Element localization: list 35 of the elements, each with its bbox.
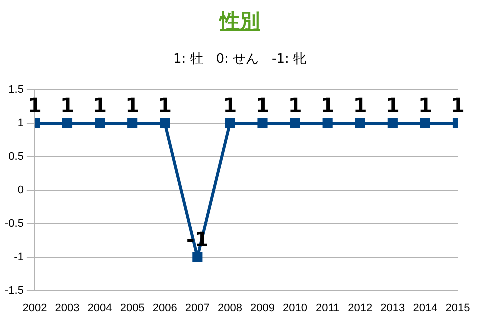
x-tick-label: 2010 xyxy=(283,302,308,314)
y-tick-label: 1.5 xyxy=(8,84,24,96)
y-tick-label: -1 xyxy=(14,251,24,264)
data-label: 1 xyxy=(60,94,74,118)
data-label: 1 xyxy=(126,94,140,118)
x-tick-label: 2014 xyxy=(413,302,438,314)
data-label: 1 xyxy=(386,94,400,118)
x-tick-label: 2011 xyxy=(316,302,340,314)
data-label: 1 xyxy=(93,94,107,118)
x-tick-label: 2006 xyxy=(152,302,178,314)
y-tick-label: 0 xyxy=(18,184,24,196)
data-label: 1 xyxy=(256,94,270,118)
y-tick-label: 1 xyxy=(18,118,24,130)
x-tick-label: 2009 xyxy=(250,302,275,314)
x-tick-label: 2003 xyxy=(55,302,80,314)
data-label: 1 xyxy=(320,94,335,118)
x-tick-label: 2012 xyxy=(348,302,373,314)
y-tick-label: -1.5 xyxy=(4,284,24,297)
x-tick-label: 2002 xyxy=(22,302,48,314)
data-label: 1 xyxy=(223,94,238,118)
data-label: 1 xyxy=(158,94,172,118)
x-tick-label: 2005 xyxy=(120,302,145,314)
data-label: 1 xyxy=(451,94,465,118)
y-tick-label: 0.5 xyxy=(8,150,24,163)
chart-title: 性別 xyxy=(218,8,261,35)
x-tick-label: 2015 xyxy=(446,302,470,314)
data-label: 1 xyxy=(353,94,368,118)
x-tick-label: 2013 xyxy=(380,302,406,314)
x-tick-label: 2007 xyxy=(185,302,210,314)
x-tick-label: 2008 xyxy=(218,302,242,314)
x-tick-label: 2004 xyxy=(88,302,112,314)
y-tick-label: -0.5 xyxy=(4,218,24,230)
data-label: 1 xyxy=(288,94,302,118)
data-label: 1 xyxy=(418,94,432,118)
chart-subtitle: 1: 牡 0: せん -1: 牝 xyxy=(172,51,308,68)
